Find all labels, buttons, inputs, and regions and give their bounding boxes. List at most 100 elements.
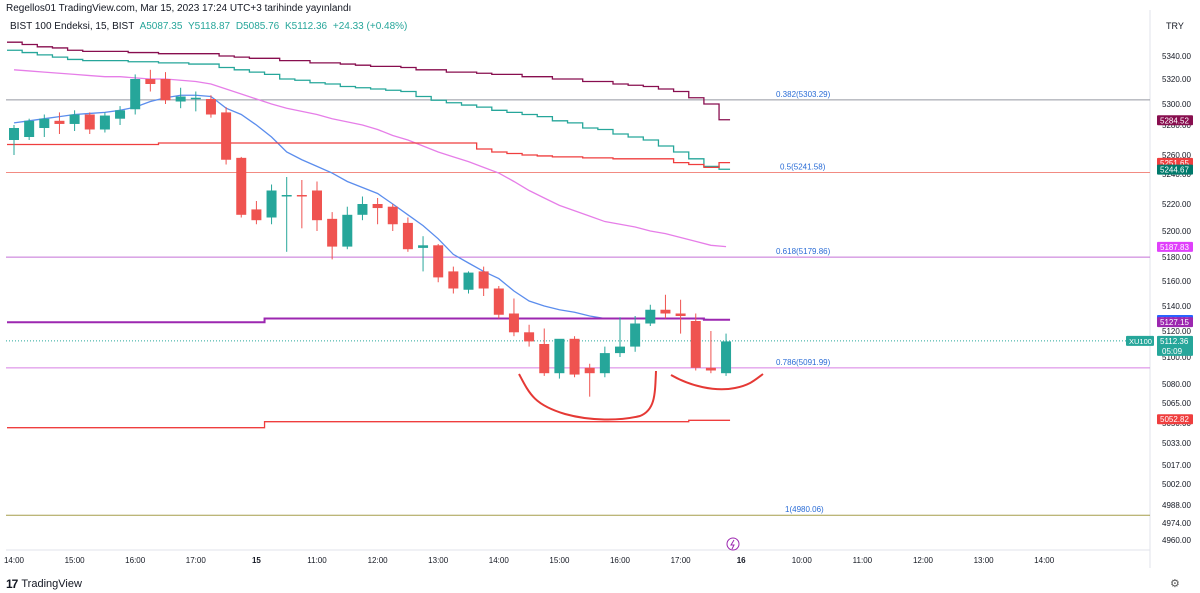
indicator-line-ma-violet — [13, 69, 727, 248]
x-tick-label: 16 — [737, 556, 746, 565]
candle-body — [630, 323, 641, 347]
candle-body — [342, 214, 353, 247]
currency-label[interactable]: TRY — [1166, 21, 1184, 31]
candle-body — [236, 157, 247, 215]
symbol-name[interactable]: BIST 100 Endeksi, 15, BIST — [10, 21, 135, 32]
candle-body — [721, 341, 732, 374]
open-value: A5087.35 — [139, 21, 183, 32]
price-tag — [1157, 115, 1193, 126]
change-value: +24.33 (+0.48%) — [332, 21, 408, 32]
price-tag-label: 5127.15 — [1160, 318, 1189, 327]
indicator-line-ma-blue — [13, 94, 727, 321]
candle-body — [327, 218, 338, 247]
x-tick-label: 15 — [252, 556, 261, 565]
candle-body — [372, 204, 383, 209]
y-tick-label: 4988.00 — [1162, 501, 1191, 510]
candle-body — [115, 110, 126, 119]
x-tick-label: 16:00 — [125, 556, 146, 565]
y-tick-label: 5180.00 — [1162, 253, 1191, 262]
x-tick-label: 17:00 — [186, 556, 207, 565]
candle-body — [312, 190, 322, 221]
drawing-curve-left — [518, 370, 657, 421]
candle-body — [205, 99, 216, 115]
price-tag — [1157, 241, 1193, 252]
price-tag — [1157, 414, 1193, 425]
y-tick-label: 5080.00 — [1162, 380, 1191, 389]
candle-body — [539, 344, 550, 374]
brand-name: TradingView — [21, 578, 82, 590]
y-tick-label: 5200.00 — [1162, 227, 1191, 236]
close-value: K5112.36 — [285, 21, 328, 32]
price-tag — [1157, 335, 1193, 356]
indicator-line-band-upper-teal — [7, 49, 731, 170]
candle-body — [24, 120, 35, 137]
x-tick-label: 16:00 — [610, 556, 631, 565]
price-tag-label: 5251.65 — [1160, 159, 1189, 168]
candle-body — [402, 222, 413, 250]
candle-body — [190, 97, 201, 100]
y-tick-label: 5340.00 — [1162, 52, 1191, 61]
indicator-line-band-lower-red — [7, 419, 731, 429]
x-tick-label: 10:00 — [792, 556, 813, 565]
x-tick-label: 14:00 — [4, 556, 25, 565]
candle-body — [584, 367, 595, 374]
y-tick-label: 4960.00 — [1162, 536, 1191, 545]
candle-body — [660, 309, 671, 314]
x-tick-label: 11:00 — [853, 556, 873, 565]
candle-body — [54, 120, 65, 124]
candle-body — [524, 332, 535, 342]
candle-body — [175, 96, 186, 102]
candle-body — [251, 209, 262, 221]
indicator-line-level-purple — [7, 317, 731, 324]
candle-body — [145, 79, 156, 84]
tradingview-logo-icon: 17 — [6, 577, 18, 591]
y-tick-label: 4974.00 — [1162, 519, 1191, 528]
fib-level-label: 1(4980.06) — [785, 505, 824, 514]
fib-level-label: 0.786(5091.99) — [776, 358, 831, 367]
x-tick-label: 14:00 — [1034, 556, 1055, 565]
brand-footer: 17 TradingView — [6, 577, 82, 591]
price-tag-label: 5244.67 — [1160, 166, 1189, 175]
y-tick-label: 5220.00 — [1162, 200, 1191, 209]
candle-body — [69, 114, 80, 124]
countdown-label: 05:09 — [1162, 347, 1183, 356]
x-tick-label: 15:00 — [65, 556, 86, 565]
event-lightning-bolt — [730, 539, 735, 550]
x-tick-label: 11:00 — [307, 556, 327, 565]
candle-body — [433, 245, 444, 278]
event-lightning-icon[interactable] — [726, 537, 740, 551]
candle-body — [645, 309, 656, 324]
x-tick-label: 12:00 — [368, 556, 389, 565]
x-tick-label: 13:00 — [974, 556, 995, 565]
y-tick-label: 5065.00 — [1162, 399, 1191, 408]
y-tick-label: 5320.00 — [1162, 75, 1191, 84]
y-tick-label: 5140.00 — [1162, 302, 1191, 311]
y-tick-label: 5002.00 — [1162, 480, 1191, 489]
fib-level-label: 0.618(5179.86) — [776, 247, 831, 256]
candle-body — [281, 195, 292, 197]
candle-body — [39, 118, 50, 128]
candle-body — [418, 245, 429, 248]
fib-level-label: 0.5(5241.58) — [780, 162, 826, 171]
candle-body — [9, 128, 19, 140]
candle-body — [599, 353, 610, 374]
candle-body — [221, 112, 232, 160]
y-tick-label: 5100.00 — [1162, 353, 1191, 362]
indicator-line-band-upper-dark — [7, 41, 731, 121]
symbol-legend: BIST 100 Endeksi, 15, BIST A5087.35 Y511… — [10, 21, 410, 32]
y-tick-label: 5017.00 — [1162, 461, 1191, 470]
candle-body — [690, 321, 701, 368]
candle-body — [508, 313, 519, 333]
price-tag-label: 5284.52 — [1160, 116, 1189, 125]
candle-body — [554, 338, 565, 374]
x-tick-label: 17:00 — [671, 556, 692, 565]
candle-body — [478, 271, 489, 289]
y-tick-label: 5280.00 — [1162, 121, 1191, 130]
indicator-line-band-mid-red — [7, 142, 731, 168]
y-tick-label: 5160.00 — [1162, 277, 1191, 286]
settings-gear-icon[interactable]: ⚙ — [1170, 578, 1180, 590]
candle-body — [84, 114, 95, 130]
candle-body — [130, 79, 141, 110]
candle-body — [357, 204, 368, 215]
